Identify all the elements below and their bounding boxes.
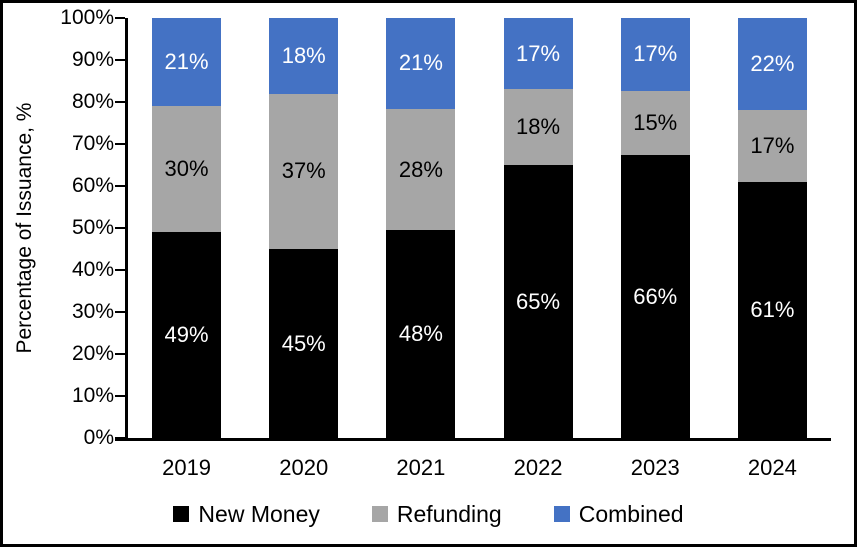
segment-data-label: 48% <box>398 321 443 347</box>
segment-refunding-2020: 37% <box>269 93 339 249</box>
y-tick <box>115 269 125 271</box>
y-tick-label: 60% <box>71 174 114 197</box>
y-tick-label: 50% <box>71 216 114 239</box>
legend-swatch <box>553 506 570 522</box>
y-tick <box>115 143 125 145</box>
segment-data-label: 37% <box>281 158 326 184</box>
y-tick-label: 30% <box>71 300 114 323</box>
y-tick <box>115 17 125 19</box>
segment-data-label: 22% <box>750 51 795 77</box>
bar-2024: 61% 17% 22% <box>737 18 807 438</box>
legend-swatch <box>371 506 388 522</box>
y-tick-label: 80% <box>71 90 114 113</box>
x-axis-labels: 2019 2020 2021 2022 2023 2024 <box>128 455 831 481</box>
bar-column-2024: 61% 17% 22% <box>714 18 831 438</box>
bar-column-2021: 48% 28% 21% <box>362 18 479 438</box>
bar-column-2023: 66% 15% 17% <box>597 18 714 438</box>
segment-refunding-2022: 18% <box>503 89 573 165</box>
segment-refunding-2023: 15% <box>620 90 690 156</box>
segment-data-label: 17% <box>516 40 561 66</box>
segment-refunding-2019: 30% <box>152 106 222 233</box>
segment-data-label: 65% <box>516 288 561 314</box>
segment-data-label: 61% <box>750 296 795 322</box>
y-tick <box>115 227 125 229</box>
legend: New Money Refunding Combined <box>3 497 854 531</box>
legend-swatch <box>173 506 190 522</box>
segment-data-label: 21% <box>398 50 443 76</box>
segment-data-label: 30% <box>164 156 209 182</box>
segment-data-label: 18% <box>281 42 326 68</box>
x-axis-origin-tick <box>115 438 125 441</box>
segment-data-label: 49% <box>164 322 209 348</box>
y-tick-label: 40% <box>71 258 114 281</box>
y-tick <box>115 101 125 103</box>
y-tick-label: 20% <box>71 342 114 365</box>
y-tick-label: 70% <box>71 132 114 155</box>
bar-2019: 49% 30% 21% <box>152 18 222 438</box>
segment-new-money-2019: 49% <box>152 232 222 438</box>
x-label-2024: 2024 <box>747 455 797 480</box>
y-tick <box>115 395 125 397</box>
segment-combined-2019: 21% <box>152 18 222 107</box>
y-tick <box>115 353 125 355</box>
legend-item-new-money: New Money <box>173 500 320 528</box>
legend-label: Combined <box>578 500 684 527</box>
bar-column-2020: 45% 37% 18% <box>245 18 362 438</box>
segment-new-money-2024: 61% <box>737 181 807 438</box>
segment-combined-2021: 21% <box>386 18 456 109</box>
plot-area: 0% 10% 20% 30% 40% 50% 60% 70% 80% 90% 100% 49% 30% 2… <box>60 7 831 449</box>
segment-data-label: 15% <box>633 110 678 136</box>
segment-combined-2024: 22% <box>737 18 807 111</box>
segment-refunding-2024: 17% <box>737 110 807 182</box>
bar-column-2019: 49% 30% 21% <box>128 18 245 438</box>
segment-refunding-2021: 28% <box>386 108 456 231</box>
y-tick-label: 10% <box>71 384 114 407</box>
segment-new-money-2022: 65% <box>503 165 573 438</box>
y-tick-label: 90% <box>71 48 114 71</box>
segment-data-label: 17% <box>633 41 678 67</box>
segment-combined-2020: 18% <box>269 18 339 94</box>
legend-label: Refunding <box>396 500 502 527</box>
y-axis-title: Percentage of Issuance, % <box>13 102 36 354</box>
x-label-2021: 2021 <box>396 455 446 480</box>
segment-data-label: 28% <box>398 156 443 182</box>
y-tick-label: 0% <box>83 426 114 449</box>
y-tick <box>115 59 125 61</box>
x-label-2019: 2019 <box>162 455 212 480</box>
x-label-2023: 2023 <box>630 455 680 480</box>
segment-new-money-2021: 48% <box>386 230 456 438</box>
x-label-2020: 2020 <box>279 455 329 480</box>
segment-combined-2022: 17% <box>503 18 573 90</box>
segment-data-label: 21% <box>164 49 209 75</box>
segment-data-label: 18% <box>516 114 561 140</box>
segment-data-label: 45% <box>281 330 326 356</box>
bar-2023: 66% 15% 17% <box>620 18 690 438</box>
y-tick <box>115 185 125 187</box>
bar-column-2022: 65% 18% 17% <box>480 18 597 438</box>
y-tick-label: 100% <box>60 6 114 29</box>
y-tick <box>115 311 125 313</box>
legend-item-combined: Combined <box>553 500 684 528</box>
x-label-2022: 2022 <box>513 455 563 480</box>
segment-combined-2023: 17% <box>620 18 690 91</box>
bar-2020: 45% 37% 18% <box>269 18 339 438</box>
segment-data-label: 66% <box>633 283 678 309</box>
segment-data-label: 17% <box>750 133 795 159</box>
legend-item-refunding: Refunding <box>371 500 502 528</box>
segment-new-money-2020: 45% <box>269 249 339 438</box>
segment-new-money-2023: 66% <box>620 155 690 438</box>
legend-label: New Money <box>198 500 320 527</box>
bar-2021: 48% 28% 21% <box>386 18 456 438</box>
bar-2022: 65% 18% 17% <box>503 18 573 438</box>
